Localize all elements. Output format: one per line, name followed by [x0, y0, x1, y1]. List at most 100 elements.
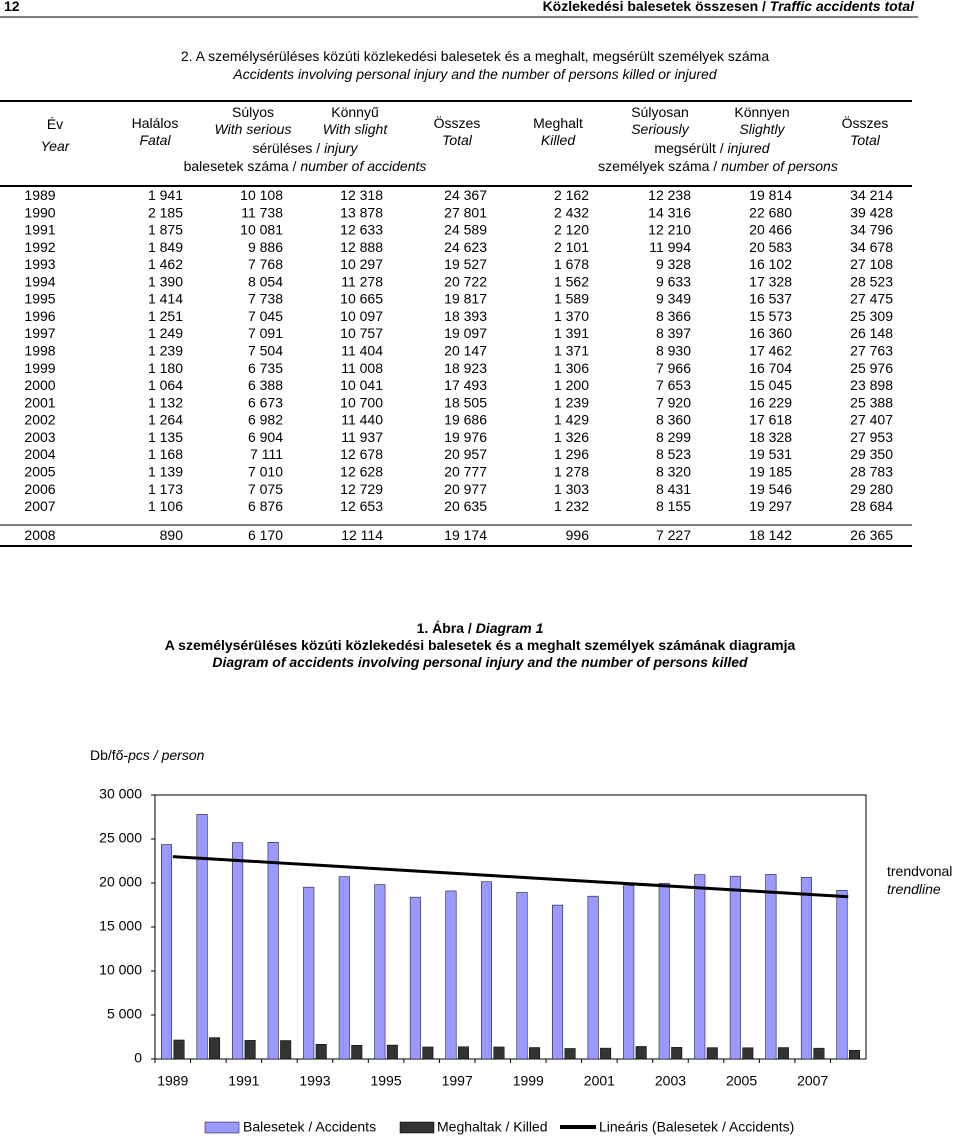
table-cell-part: 1995 — [24, 290, 55, 306]
table-title-en: Accidents involving personal injury and … — [232, 66, 717, 82]
table-cell: 2 120 — [554, 221, 589, 237]
legend-swatch — [399, 1121, 435, 1134]
table-cell: 8 320 — [656, 463, 691, 479]
table-cell-part: 8 360 — [656, 411, 691, 427]
bar — [836, 890, 848, 1060]
table-cell: 7 091 — [248, 325, 283, 341]
table-cell: 27 108 — [850, 256, 893, 272]
table-cell: 6 170 — [248, 527, 283, 543]
table-cell-part: 12 628 — [340, 463, 383, 479]
group-header: sérüléses / injury — [252, 140, 358, 156]
table-cell-part: 1 264 — [148, 411, 183, 427]
table-cell: 9 349 — [656, 290, 691, 306]
table-cell-part: 10 297 — [340, 256, 383, 272]
table-cell-part: 1 562 — [554, 273, 589, 289]
legend-label: Balesetek / Accidents — [243, 1119, 376, 1135]
table-cell: 1 064 — [148, 377, 183, 393]
table-cell: 19 097 — [444, 325, 487, 341]
table-cell-part: 1 589 — [554, 290, 589, 306]
table-cell: 15 573 — [749, 308, 792, 324]
bar — [232, 842, 244, 1060]
group-header: balesetek száma / number of accidents — [184, 158, 427, 174]
table-cell: 20 583 — [749, 239, 792, 255]
table-cell: 18 393 — [444, 308, 487, 324]
column-header-part: Meghalt — [533, 115, 583, 131]
column-header-en-part: Seriously — [631, 121, 690, 137]
table-cell: 11 994 — [649, 239, 691, 255]
table-cell: 9 328 — [656, 256, 691, 272]
table-cell: 1 132 — [148, 394, 183, 410]
table-cell: 2003 — [24, 429, 55, 445]
table-cell: 28 523 — [850, 273, 893, 289]
x-tick-label: 2003 — [655, 1073, 686, 1089]
table-cell-part: 28 783 — [850, 463, 893, 479]
table-cell: 1 106 — [148, 498, 183, 514]
table-cell-part: 34 678 — [850, 239, 893, 255]
column-header: Könnyű — [331, 104, 379, 120]
group-header-part: balesetek száma / — [184, 158, 301, 174]
table-cell: 6 388 — [248, 377, 283, 393]
table-cell: 1991 — [24, 221, 55, 237]
bar — [623, 885, 635, 1060]
bar — [338, 876, 350, 1060]
table-cell-part: 20 583 — [749, 239, 792, 255]
table-cell-part: 1 941 — [148, 187, 183, 203]
table-cell-part: 11 440 — [341, 411, 383, 427]
table-cell-part: 10 108 — [240, 187, 283, 203]
table-cell: 2007 — [24, 498, 55, 514]
figure-caption-part: Diagram 1 — [476, 620, 544, 636]
table-cell-part: 11 278 — [341, 273, 383, 289]
table-cell: 17 618 — [749, 411, 792, 427]
table-cell-part: 18 328 — [749, 429, 792, 445]
table-cell-part: 1 390 — [148, 273, 183, 289]
table-cell: 8 397 — [656, 325, 691, 341]
table-cell-part: 1 200 — [554, 377, 589, 393]
table-cell-part: 17 618 — [749, 411, 792, 427]
x-tick-label: 2005 — [726, 1073, 757, 1089]
bar — [671, 1047, 683, 1060]
bar — [694, 874, 706, 1060]
table-cell-part: 15 573 — [749, 308, 792, 324]
table-cell-part: 890 — [160, 527, 184, 543]
table-cell: 1 306 — [554, 360, 589, 376]
figure-title-en: Diagram of accidents involving personal … — [212, 654, 748, 670]
bar — [351, 1045, 363, 1060]
table-cell: 12 653 — [340, 498, 383, 514]
table-cell: 12 888 — [340, 239, 383, 255]
column-header-part: Halálos — [132, 115, 179, 131]
table-cell: 2002 — [24, 411, 55, 427]
bar — [161, 844, 173, 1060]
table-cell-part: 7 920 — [656, 394, 691, 410]
table-cell-part: 1 132 — [148, 394, 183, 410]
table-cell: 17 328 — [749, 273, 792, 289]
bar — [529, 1047, 541, 1060]
table-cell-part: 24 589 — [444, 221, 487, 237]
table-cell-part: 10 700 — [340, 394, 383, 410]
table-cell: 1999 — [24, 360, 55, 376]
bar — [457, 1046, 469, 1060]
table-cell-part: 34 214 — [850, 187, 893, 203]
column-header-en: Seriously — [631, 121, 690, 137]
table-cell: 29 350 — [850, 446, 893, 462]
column-header-en-part: Total — [442, 132, 473, 148]
table-cell: 1990 — [24, 204, 55, 220]
table-cell: 1 200 — [554, 377, 589, 393]
table-cell-part: 11 404 — [341, 342, 383, 358]
table-cell: 8 366 — [656, 308, 691, 324]
bar — [587, 895, 599, 1060]
table-cell-part: 7 738 — [248, 290, 283, 306]
table-cell-part: 19 185 — [749, 463, 792, 479]
table-cell: 10 081 — [240, 221, 283, 237]
table-cell: 1 562 — [554, 273, 589, 289]
table-cell-part: 1 064 — [148, 377, 183, 393]
table-cell: 8 054 — [248, 273, 283, 289]
table-cell: 11 008 — [341, 360, 383, 376]
column-header-en: With serious — [215, 121, 292, 137]
table-cell-part: 1 370 — [554, 308, 589, 324]
table-cell: 1 139 — [148, 463, 183, 479]
bar — [422, 1046, 434, 1060]
table-cell: 27 407 — [850, 411, 893, 427]
annotation: trendline — [887, 881, 941, 897]
bar — [374, 884, 386, 1060]
table-cell-part: 19 817 — [444, 290, 487, 306]
